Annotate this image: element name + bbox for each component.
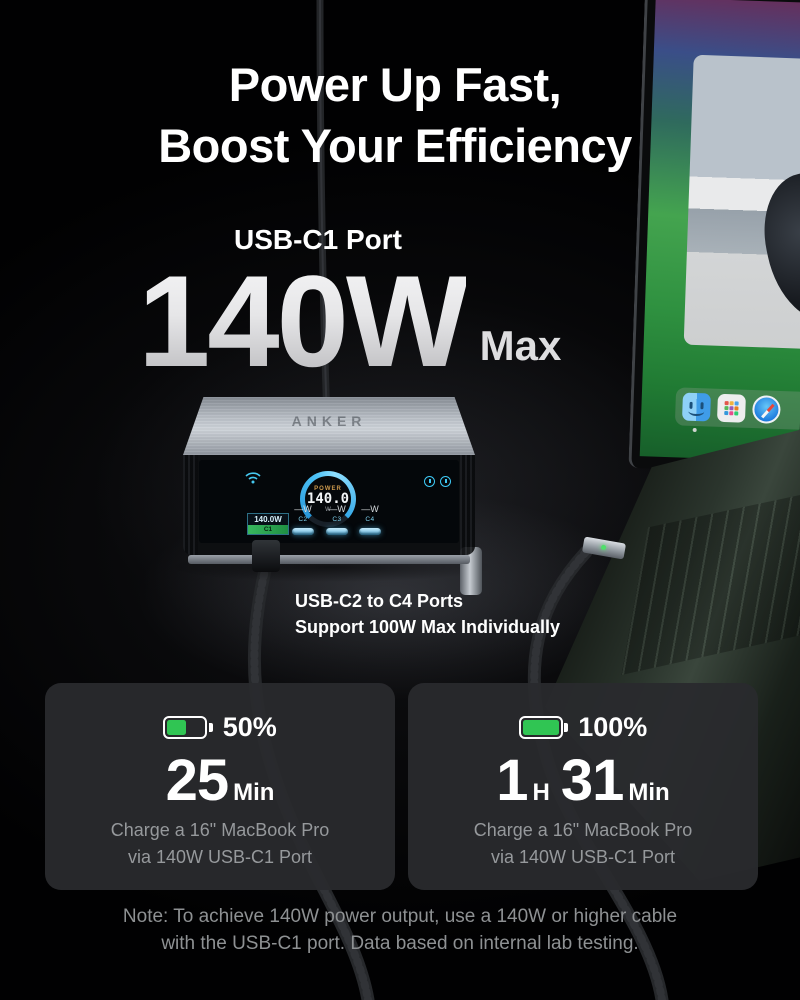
battery-percent: 100% (578, 712, 648, 742)
power-gauge-unit: W (325, 506, 331, 513)
time-value: 1 (496, 748, 528, 813)
charge-time-card-100: 100% 1 H 31 Min Charge a 16" MacBook Pro… (408, 683, 758, 890)
macbook-keyboard (621, 495, 800, 675)
usb-c1-plug (252, 540, 280, 572)
footnote: Note: To achieve 140W power output, use … (0, 903, 800, 957)
port-c3-watts: —W (328, 504, 346, 514)
wifi-icon (245, 472, 261, 484)
brand-logo: ANKER (291, 413, 367, 429)
safari-icon (751, 395, 781, 424)
footnote-line1: Note: To achieve 140W power output, use … (122, 906, 678, 927)
device-top-face: ANKER (183, 397, 475, 455)
card-desc-line1: Charge a 16" MacBook Pro (473, 820, 693, 840)
power-gauge-readout: POWER 140.0 W (305, 476, 351, 522)
battery-icon (163, 716, 213, 739)
macbook-dock (674, 387, 800, 433)
device-base (188, 555, 470, 564)
charge-time-card-50: 50% 25 Min Charge a 16" MacBook Pro via … (45, 683, 395, 890)
card-description: Charge a 16" MacBook Pro via 140W USB-C1… (408, 817, 758, 871)
finder-icon (681, 392, 711, 422)
card-desc-line1: Charge a 16" MacBook Pro (110, 820, 330, 840)
port-c1-readout: 140.0W C1 (247, 513, 289, 535)
footnote-line2: with the USB-C1 port. Data based on inte… (161, 933, 639, 954)
port-c1-watts: 140.0W (254, 515, 282, 524)
time-unit: Min (233, 779, 275, 806)
battery-icon (518, 716, 569, 739)
port-c2-label: C2 (298, 516, 308, 523)
timer-icon (440, 476, 451, 487)
port-c4-watts: —W (361, 504, 379, 514)
battery-row: 50% (45, 712, 395, 743)
wattage-value: 140W (138, 248, 469, 394)
time-unit: H (532, 779, 550, 806)
charging-led (600, 544, 607, 551)
battery-row: 100% (408, 712, 758, 743)
headline-line2: Boost Your Efficiency (158, 119, 632, 172)
headline: Power Up Fast, Boost Your Efficiency (0, 54, 790, 176)
power-gauge: POWER 140.0 W (300, 471, 356, 527)
card-description: Charge a 16" MacBook Pro via 140W USB-C1… (45, 817, 395, 871)
wattage-callout: 140W Max (138, 248, 562, 394)
time-unit: Min (628, 779, 670, 806)
port-c2-watts: —W (294, 504, 312, 514)
wattage-qualifier: Max (479, 322, 562, 369)
port-c2-readout: —W C2 (288, 504, 318, 535)
battery-fill (167, 720, 186, 735)
device-display: POWER 140.0 W 140.0W C1 —W C2 (199, 460, 459, 543)
card-desc-line2: via 140W USB-C1 Port (127, 847, 313, 867)
port-label: USB-C1 Port (233, 224, 402, 255)
ports-note: USB-C2 to C4 Ports Support 100W Max Indi… (295, 588, 560, 640)
port-c3-label: C3 (332, 516, 342, 523)
port-c4-readout: —W C4 (355, 504, 385, 535)
charge-time: 1 H 31 Min (408, 751, 758, 811)
battery-percent: 50% (222, 712, 277, 742)
time-value: 25 (165, 748, 230, 813)
charging-station: ANKER POWER 140.0 W (183, 397, 482, 595)
timer-icons (424, 476, 451, 487)
device-front-panel: POWER 140.0 W 140.0W C1 —W C2 (183, 455, 482, 595)
battery-fill (522, 720, 559, 735)
power-gauge-label: POWER (314, 485, 342, 492)
usb-c2-port (292, 528, 314, 535)
port-c1-label: C1 (248, 525, 288, 534)
charge-time: 25 Min (45, 751, 395, 811)
ports-note-line1: USB-C2 to C4 Ports (295, 591, 464, 611)
power-gauge-value: 140.0 (306, 490, 350, 507)
headphones-photo (752, 162, 800, 333)
port-c4-label: C4 (365, 516, 375, 523)
launchpad-icon (716, 393, 746, 423)
active-app-dot (692, 427, 697, 433)
timer-icon (424, 476, 435, 487)
headline-line1: Power Up Fast, (228, 58, 562, 111)
port-c3-readout: —W C3 (322, 504, 352, 535)
usb-c4-port (359, 528, 381, 535)
time-value: 31 (560, 748, 625, 813)
usb-c3-port (326, 528, 348, 535)
card-desc-line2: via 140W USB-C1 Port (490, 847, 676, 867)
ports-note-line2: Support 100W Max Individually (295, 617, 561, 637)
